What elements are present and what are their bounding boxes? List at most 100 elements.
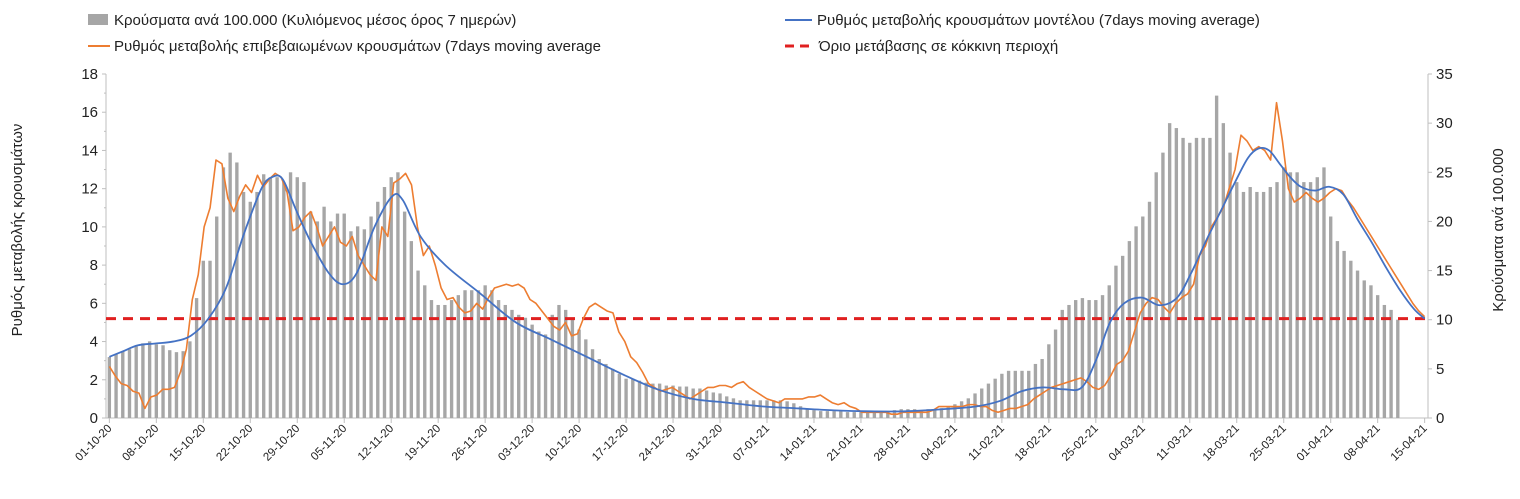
bar [738,400,742,418]
bar [1154,172,1158,418]
bar [1127,241,1132,418]
x-tick-label: 26-11-20 [450,423,490,463]
bar [174,352,179,418]
bar [765,400,769,418]
x-tick-label: 01-04-21 [1295,423,1336,464]
y-left-tick-label: 18 [81,66,98,83]
bar [819,411,823,418]
bar [402,211,407,418]
bar [597,359,601,418]
bar [1261,191,1266,418]
bar [1268,187,1272,418]
y-left-tick-label: 2 [90,372,98,389]
bar [161,345,165,418]
bar [1295,172,1299,418]
bar [550,314,554,418]
bar [1047,344,1051,418]
bar [188,341,192,418]
legend-label-model: Ρυθμός μεταβολής κρουσμάτων μοντέλου (7d… [817,12,1260,29]
bar [1208,137,1212,418]
bar [610,368,615,418]
bar [449,300,454,418]
bar [912,409,917,418]
bar [1389,309,1393,418]
bar [933,409,937,418]
bar [147,341,152,418]
bar [959,401,964,418]
x-tick-label: 25-02-21 [1060,423,1101,464]
bar [1060,309,1064,418]
bar [758,400,762,418]
bar [865,412,870,418]
x-tick-label: 04-03-21 [1107,423,1148,464]
bar [1288,172,1293,418]
bar [1120,255,1125,418]
bar [1080,298,1085,418]
bar [711,392,715,418]
bar [1275,182,1279,418]
y-left-axis-title: Ρυθμός μεταβολής κρουσμάτων [9,124,26,337]
bar [718,393,722,418]
bar [396,172,400,418]
bar [342,213,346,418]
bar [201,260,205,418]
bar [302,182,306,418]
bar [1241,191,1246,418]
bar [832,411,836,418]
bar [1214,95,1219,419]
bar [1000,373,1004,418]
bar [543,334,548,418]
bar [208,260,212,418]
bar [584,339,588,418]
legend-item-bars: Κρούσματα ανά 100.000 (Κυλιόμενος μέσος … [88,12,516,29]
bar [1067,304,1071,418]
bar [389,177,393,418]
bar [651,383,655,418]
bar [684,386,689,418]
legend-item-model: Ρυθμός μεταβολής κρουσμάτων μοντέλου (7d… [785,12,1260,29]
bar [1141,216,1145,418]
bar [335,213,340,418]
bar [355,226,360,418]
bar [1194,137,1199,418]
bar [671,385,675,418]
bar [1040,359,1044,418]
x-tick-label: 21-01-21 [825,423,866,464]
bar [946,406,950,418]
bar [127,349,132,418]
x-tick-label: 28-01-21 [872,423,913,464]
bar [637,380,642,418]
bar [624,378,628,418]
bar [349,231,353,418]
bar [235,162,239,418]
legend-item-confirmed: Ρυθμός μεταβολής επιβεβαιωμένων κρουσμάτ… [88,38,601,55]
x-tick-label: 01-10-20 [73,423,114,464]
bar [1308,182,1313,418]
x-tick-label: 10-12-20 [543,423,584,464]
bar [751,400,756,418]
bar [778,400,783,418]
bar [859,412,863,418]
x-tick-label: 18-03-21 [1201,423,1242,464]
x-tick-label: 11-03-21 [1154,423,1194,463]
x-tick-label: 11-02-21 [967,423,1007,463]
bar [906,409,910,418]
bar [1362,280,1366,418]
bar [228,152,232,418]
bar [376,201,380,418]
bar [926,409,930,418]
y-left-tick-label: 0 [90,410,98,427]
bar [1181,137,1185,418]
legend-label-threshold: Όριο μετάβασης σε κόκκινη περιοχή [818,38,1058,55]
bar [678,386,682,418]
bar [134,346,138,418]
x-tick-label: 14-01-21 [778,423,819,464]
bar [839,411,843,418]
bar [1255,191,1259,418]
x-tick-label: 08-10-20 [120,423,161,464]
bar [1074,300,1078,418]
bar [1315,177,1319,418]
bar [698,388,702,418]
